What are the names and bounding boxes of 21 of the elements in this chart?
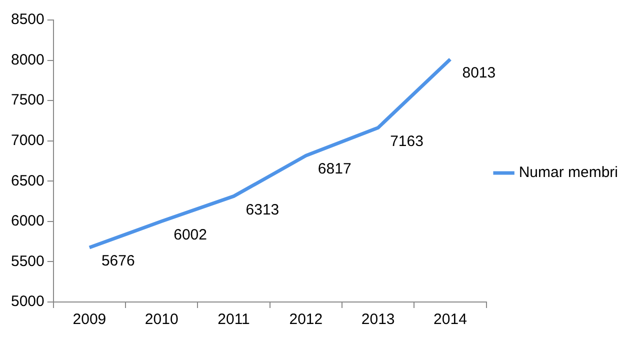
x-tick-label: 2014 <box>434 311 467 328</box>
x-tick-label: 2012 <box>289 311 323 328</box>
x-tick-label: 2009 <box>72 311 106 328</box>
data-label: 6313 <box>246 201 280 218</box>
y-tick-label: 7000 <box>10 132 44 149</box>
data-label: 5676 <box>101 252 135 270</box>
y-tick-label: 7500 <box>10 92 44 109</box>
y-tick-label: 8500 <box>10 11 44 28</box>
y-tick-label: 6500 <box>10 172 44 190</box>
y-tick-label: 6000 <box>10 212 44 230</box>
legend-label: Numar membri <box>518 164 618 182</box>
data-label: 6002 <box>174 226 207 244</box>
x-tick-label: 2013 <box>361 311 395 328</box>
data-label: 7163 <box>390 132 424 150</box>
x-tick-label: 2011 <box>218 311 250 328</box>
y-tick-label: 5000 <box>10 293 44 310</box>
data-label: 8013 <box>462 64 496 82</box>
x-tick-label: 2010 <box>144 311 178 328</box>
data-label: 6817 <box>318 160 352 178</box>
y-tick-label: 5500 <box>10 252 44 270</box>
y-tick-label: 8000 <box>10 51 44 68</box>
